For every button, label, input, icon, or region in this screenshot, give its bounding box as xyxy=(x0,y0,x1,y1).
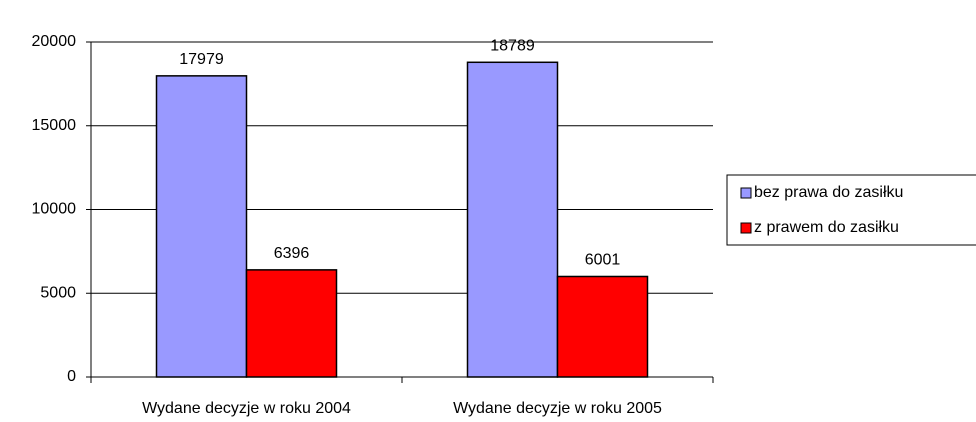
y-tick-label: 20000 xyxy=(32,33,77,50)
legend-swatch xyxy=(740,222,752,234)
y-tick-label: 0 xyxy=(67,368,76,385)
bar xyxy=(466,61,559,378)
legend-label: z prawem do zasiłku xyxy=(754,219,899,236)
x-tick-label: Wydane decyzje w roku 2004 xyxy=(142,400,351,417)
bar xyxy=(556,275,649,378)
data-label: 18789 xyxy=(490,38,535,55)
x-tick-label: Wydane decyzje w roku 2005 xyxy=(453,400,662,417)
bar xyxy=(245,269,338,378)
legend-box xyxy=(726,174,976,246)
legend-label: bez prawa do zasiłku xyxy=(754,184,903,201)
data-label: 6396 xyxy=(274,245,310,262)
bar xyxy=(155,75,248,378)
y-tick-label: 5000 xyxy=(40,284,76,301)
data-label: 6001 xyxy=(585,252,621,269)
y-tick-label: 15000 xyxy=(32,117,77,134)
y-tick-label: 10000 xyxy=(32,201,77,218)
legend-swatch xyxy=(740,187,752,199)
data-label: 17979 xyxy=(179,51,224,68)
